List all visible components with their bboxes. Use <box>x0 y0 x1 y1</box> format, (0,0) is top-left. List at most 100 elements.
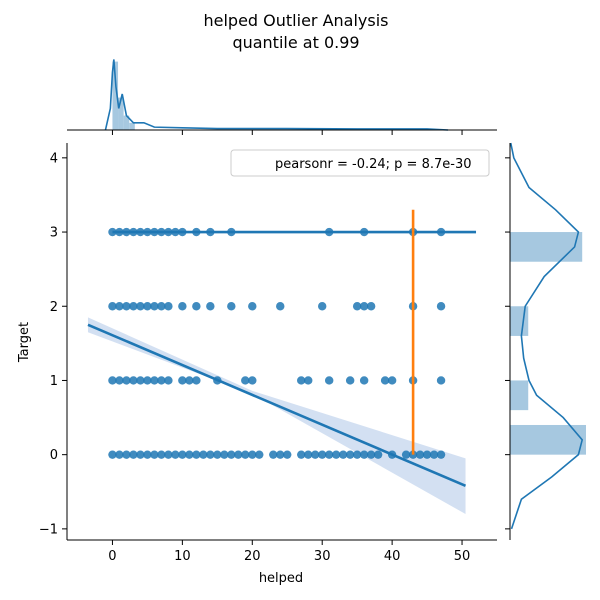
scatter-point-y1-23 <box>436 376 446 385</box>
x-tick-label-20: 20 <box>244 549 261 564</box>
chart-title-line-1: helped Outlier Analysis <box>204 11 389 30</box>
scatter-point-y2-0 <box>108 302 117 311</box>
y-tick-label-1: 1 <box>50 374 58 389</box>
scatter-point-y0-22 <box>269 450 278 459</box>
scatter-point-y0-1 <box>115 450 124 459</box>
chart-title-line-2: quantile at 0.99 <box>232 33 359 52</box>
scatter-point-y0-5 <box>143 450 152 459</box>
scatter-point-y0-21 <box>255 450 264 459</box>
scatter-point-y0-32 <box>345 450 355 459</box>
x-tick-label-0: 0 <box>108 549 116 564</box>
y-tick-label-0: 0 <box>50 448 58 463</box>
scatter-point-y2-9 <box>178 302 187 311</box>
scatter-point-y0-10 <box>178 450 187 459</box>
regression-line-overall-fit <box>87 323 467 488</box>
scatter-point-y1-21 <box>387 376 397 385</box>
y-tick-label--1: −1 <box>39 522 58 537</box>
scatter-point-y1-9 <box>178 376 187 385</box>
marginal-x-bar-3 <box>129 122 135 130</box>
scatter-point-y1-13 <box>241 376 250 385</box>
legend-text: pearsonr = -0.24; p = 8.7e-30 <box>275 157 472 172</box>
scatter-point-y1-2 <box>122 376 131 385</box>
scatter-point-y0-38 <box>401 450 411 459</box>
scatter-point-y2-2 <box>122 302 131 311</box>
marginal-x-bar-2 <box>123 115 130 130</box>
scatter-point-y0-7 <box>157 450 166 459</box>
scatter-point-y0-6 <box>150 450 159 459</box>
scatter-point-y2-13 <box>248 302 257 311</box>
scatter-point-y2-18 <box>366 302 376 311</box>
scatter-point-y0-28 <box>318 450 327 459</box>
scatter-point-y1-14 <box>248 376 257 385</box>
scatter-point-y1-1 <box>115 376 124 385</box>
scatter-point-y2-17 <box>359 302 369 311</box>
scatter-point-y0-24 <box>283 450 292 459</box>
scatter-point-y0-8 <box>164 450 173 459</box>
scatter-point-y0-3 <box>129 450 138 459</box>
scatter-point-y2-14 <box>276 302 285 311</box>
scatter-point-y0-43 <box>436 450 446 459</box>
scatter-point-y0-19 <box>241 450 250 459</box>
legend-box <box>230 149 490 177</box>
scatter-point-y0-17 <box>227 450 236 459</box>
scatter-point-y2-6 <box>150 302 159 311</box>
scatter-point-y0-29 <box>324 450 334 459</box>
marginal-x-bar-1 <box>118 97 124 130</box>
scatter-point-y0-27 <box>311 450 320 459</box>
x-tick-label-30: 30 <box>314 549 331 564</box>
marginal-y-kde <box>509 142 584 530</box>
scatter-point-y1-4 <box>136 376 145 385</box>
scatter-point-y1-0 <box>108 376 117 385</box>
scatter-point-y1-16 <box>304 376 313 385</box>
scatter-point-y1-17 <box>324 376 334 385</box>
scatter-point-y0-14 <box>206 450 215 459</box>
scatter-point-y1-11 <box>192 376 201 385</box>
scatter-point-y2-15 <box>318 302 327 311</box>
scatter-point-y0-12 <box>192 450 201 459</box>
scatter-point-y0-20 <box>248 450 257 459</box>
scatter-point-y0-15 <box>213 450 222 459</box>
scatter-point-y0-31 <box>338 450 348 459</box>
marginal-y-bar-3 <box>510 424 586 455</box>
x-tick-label-10: 10 <box>174 549 191 564</box>
scatter-point-y1-19 <box>359 376 369 385</box>
regression-confidence-band <box>87 317 466 515</box>
x-tick-label-40: 40 <box>384 549 401 564</box>
scatter-point-y0-35 <box>366 450 376 459</box>
scatter-point-y1-7 <box>157 376 166 385</box>
scatter-point-y2-4 <box>136 302 145 311</box>
y-axis-label: Target <box>17 322 32 363</box>
scatter-point-y2-7 <box>157 302 166 311</box>
scatter-point-y1-3 <box>129 376 138 385</box>
scatter-point-y0-18 <box>234 450 243 459</box>
scatter-point-y0-25 <box>297 450 306 459</box>
x-axis-label: helped <box>259 571 303 586</box>
scatter-point-y0-13 <box>199 450 208 459</box>
scatter-point-y1-5 <box>143 376 152 385</box>
scatter-point-y1-20 <box>380 376 390 385</box>
scatter-point-y0-26 <box>304 450 313 459</box>
scatter-point-y2-11 <box>206 302 215 311</box>
scatter-point-y0-11 <box>185 450 194 459</box>
scatter-point-y0-9 <box>171 450 180 459</box>
main-scatter-panel: 0 10 20 30 40 50 −1 0 1 2 3 4 <box>39 143 497 564</box>
scatter-point-y1-10 <box>185 376 194 385</box>
scatter-point-y0-36 <box>373 450 383 459</box>
scatter-point-y2-12 <box>227 302 236 311</box>
scatter-point-y2-3 <box>129 302 138 311</box>
x-tick-label-50: 50 <box>454 549 471 564</box>
scatter-point-y1-15 <box>297 376 306 385</box>
y-tick-label-4: 4 <box>50 151 58 166</box>
marginal-y-distribution <box>505 142 586 540</box>
scatter-point-y1-18 <box>345 376 355 385</box>
scatter-point-y0-40 <box>415 450 425 459</box>
scatter-point-y0-4 <box>136 450 145 459</box>
marginal-x-kde <box>104 59 449 131</box>
scatter-point-y2-1 <box>115 302 124 311</box>
scatter-point-y2-5 <box>143 302 152 311</box>
marginal-y-bar-0 <box>510 232 583 262</box>
scatter-point-y0-41 <box>422 450 432 459</box>
scatter-point-y2-10 <box>192 302 201 311</box>
y-tick-label-2: 2 <box>50 300 58 315</box>
